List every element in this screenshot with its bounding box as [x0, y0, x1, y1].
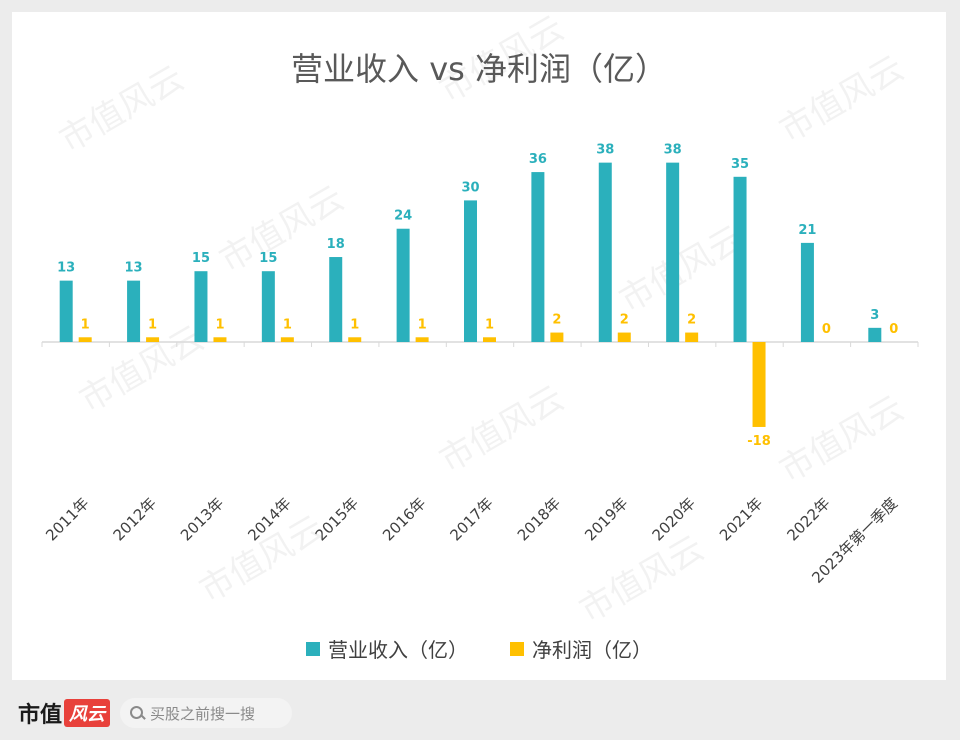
- net-profit-bar: [348, 337, 362, 342]
- net-profit-data-label: 1: [81, 317, 90, 332]
- legend-swatch-net-profit: [510, 641, 524, 656]
- net-profit-bar: [483, 337, 496, 342]
- legend-label-net-profit: 净利润（亿）: [532, 638, 652, 662]
- legend-swatch-revenue: [306, 641, 320, 656]
- net-profit-bar: [550, 332, 564, 342]
- x-axis-tick-label: 2022年: [783, 494, 833, 544]
- net-profit-bar: [78, 337, 92, 342]
- footer-bar: 市值 风云 买股之前搜一搜: [0, 686, 960, 740]
- revenue-bar: [127, 280, 141, 342]
- revenue-bar: [261, 271, 275, 342]
- brand-logo-badge[interactable]: 风云: [64, 699, 111, 727]
- net-profit-bar: [752, 342, 766, 427]
- net-profit-data-label: 1: [283, 317, 292, 332]
- x-axis-tick-label: 2020年: [649, 494, 699, 544]
- brand-logo-text[interactable]: 市值: [18, 702, 63, 728]
- x-axis-tick-label: 2015年: [312, 494, 362, 544]
- x-axis-tick-label: 2011年: [42, 494, 92, 544]
- net-profit-data-label: 1: [148, 317, 157, 332]
- revenue-bar: [868, 327, 882, 342]
- revenue-data-label: 3: [870, 308, 879, 323]
- net-profit-data-label: 2: [687, 313, 696, 328]
- x-axis-tick-label: 2013年: [177, 494, 227, 544]
- bar-chart: 1312011年1312012年1512013年1512014年1812015年…: [41, 143, 919, 587]
- legend-item-revenue: 营业收入（亿）: [306, 634, 468, 663]
- chart-card: 市值风云 市值风云 市值风云 市值风云 市值风云 市值风云 市值风云 市值风云 …: [12, 8, 946, 680]
- revenue-bar: [59, 280, 73, 342]
- net-profit-data-label: 1: [350, 317, 359, 332]
- revenue-data-label: 38: [664, 143, 682, 158]
- net-profit-data-label: 2: [552, 313, 561, 328]
- revenue-data-label: 30: [461, 180, 479, 195]
- revenue-data-label: 13: [57, 261, 75, 276]
- revenue-data-label: 35: [731, 157, 749, 172]
- net-profit-bar: [415, 337, 429, 342]
- legend-label-revenue: 营业收入（亿）: [328, 638, 468, 662]
- net-profit-bar: [280, 337, 294, 342]
- revenue-bar: [464, 200, 477, 342]
- net-profit-data-label: -18: [747, 434, 771, 449]
- chart-title: 营业收入 vs 净利润（亿）: [291, 50, 667, 88]
- net-profit-bar: [617, 332, 631, 342]
- net-profit-bar: [685, 332, 699, 342]
- net-profit-bar: [146, 337, 160, 342]
- revenue-bar: [800, 242, 814, 342]
- revenue-data-label: 24: [394, 209, 412, 224]
- revenue-data-label: 36: [529, 152, 547, 167]
- net-profit-data-label: 0: [889, 322, 898, 337]
- revenue-bar: [194, 271, 208, 342]
- revenue-bar: [666, 162, 680, 342]
- revenue-data-label: 13: [125, 261, 143, 276]
- net-profit-bar: [213, 337, 227, 342]
- revenue-data-label: 15: [192, 251, 210, 266]
- x-axis-tick-label: 2012年: [110, 494, 160, 544]
- legend: 营业收入（亿） 净利润（亿）: [12, 634, 946, 663]
- revenue-data-label: 15: [259, 251, 277, 266]
- x-axis-tick-label: 2021年: [716, 494, 766, 544]
- revenue-bar: [733, 176, 747, 342]
- revenue-bar: [396, 228, 410, 342]
- revenue-bar: [531, 172, 545, 342]
- revenue-bar: [329, 257, 343, 342]
- revenue-data-label: 38: [596, 143, 614, 158]
- x-axis-tick-label: 2018年: [514, 494, 564, 544]
- net-profit-data-label: 1: [418, 317, 427, 332]
- net-profit-data-label: 1: [215, 317, 224, 332]
- search-icon: [130, 706, 144, 720]
- x-axis-tick-label: 2016年: [379, 494, 429, 544]
- search-placeholder: 买股之前搜一搜: [150, 704, 256, 723]
- net-profit-data-label: 1: [485, 317, 494, 332]
- revenue-bar: [598, 162, 612, 342]
- revenue-data-label: 21: [798, 223, 816, 238]
- legend-item-net-profit: 净利润（亿）: [510, 634, 652, 663]
- x-axis-tick-label: 2017年: [446, 494, 496, 544]
- net-profit-data-label: 2: [620, 313, 629, 328]
- net-profit-data-label: 0: [822, 322, 831, 337]
- revenue-data-label: 18: [327, 237, 345, 252]
- x-axis-tick-label: 2014年: [244, 494, 294, 544]
- search-box[interactable]: 买股之前搜一搜: [120, 698, 293, 728]
- x-axis-tick-label: 2019年: [581, 494, 631, 544]
